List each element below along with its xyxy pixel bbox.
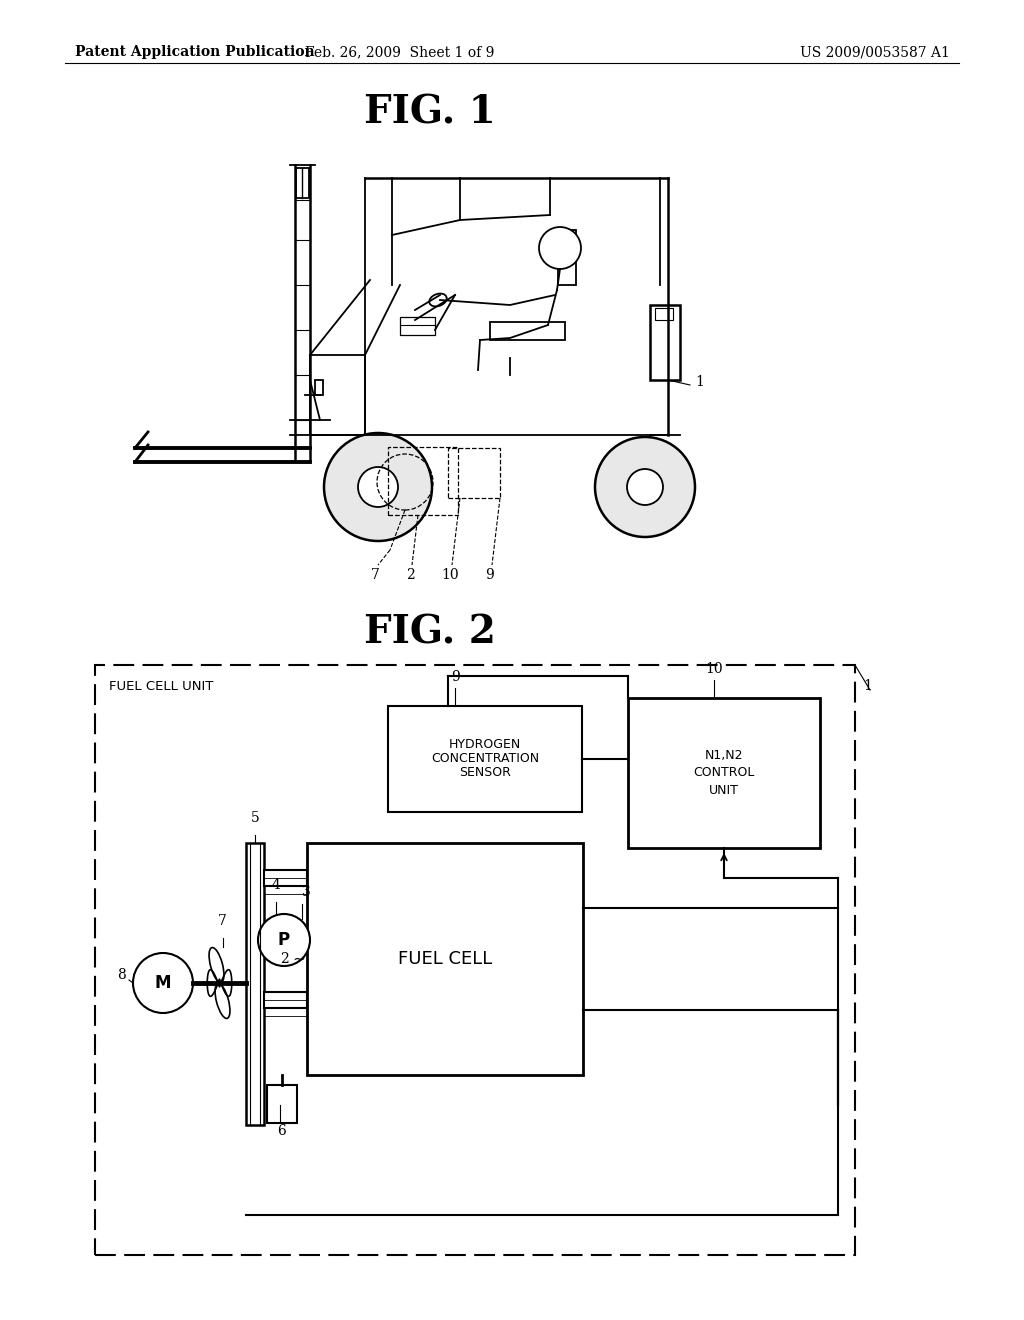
Bar: [95, 665, 855, 1255]
Text: 2: 2: [406, 568, 415, 582]
Bar: [449, 447, 500, 498]
Bar: [558, 230, 575, 285]
Bar: [267, 1085, 297, 1123]
Text: 1: 1: [863, 678, 872, 693]
Text: 3: 3: [302, 884, 310, 899]
Circle shape: [324, 433, 432, 541]
Bar: [246, 843, 264, 1125]
Text: UNIT: UNIT: [709, 784, 739, 797]
Text: Feb. 26, 2009  Sheet 1 of 9: Feb. 26, 2009 Sheet 1 of 9: [305, 45, 495, 59]
Circle shape: [358, 467, 398, 507]
Bar: [655, 308, 673, 319]
Bar: [388, 706, 582, 812]
Circle shape: [627, 469, 663, 506]
Text: 10: 10: [441, 568, 459, 582]
Text: N1,N2: N1,N2: [705, 748, 743, 762]
Bar: [388, 447, 458, 515]
Bar: [400, 317, 435, 335]
Text: CONTROL: CONTROL: [693, 767, 755, 780]
Circle shape: [595, 437, 695, 537]
Bar: [264, 870, 307, 886]
Text: P: P: [278, 931, 290, 949]
Bar: [628, 698, 820, 847]
Text: ~: ~: [293, 952, 305, 966]
Text: Patent Application Publication: Patent Application Publication: [75, 45, 314, 59]
Text: HYDROGEN: HYDROGEN: [449, 738, 521, 751]
Bar: [296, 168, 309, 198]
Circle shape: [258, 913, 310, 966]
Circle shape: [539, 227, 581, 269]
Text: 2: 2: [281, 952, 289, 966]
Bar: [650, 305, 680, 380]
Bar: [307, 843, 583, 1074]
Text: 9: 9: [451, 671, 460, 684]
Text: 4: 4: [271, 878, 281, 892]
Text: CONCENTRATION: CONCENTRATION: [431, 752, 539, 766]
Text: 8: 8: [117, 968, 125, 982]
Bar: [310, 355, 365, 436]
Text: 5: 5: [251, 810, 259, 825]
Text: 6: 6: [278, 1125, 287, 1138]
Text: 9: 9: [485, 568, 495, 582]
Text: FUEL CELL UNIT: FUEL CELL UNIT: [109, 681, 213, 693]
Bar: [490, 322, 565, 341]
Text: US 2009/0053587 A1: US 2009/0053587 A1: [800, 45, 950, 59]
Text: FIG. 1: FIG. 1: [365, 94, 496, 132]
Text: 1: 1: [695, 375, 703, 389]
Bar: [315, 380, 323, 395]
Text: 10: 10: [706, 663, 723, 676]
Text: 7: 7: [371, 568, 380, 582]
Bar: [264, 993, 307, 1008]
Text: 7: 7: [218, 913, 227, 928]
Circle shape: [133, 953, 193, 1012]
Text: FIG. 2: FIG. 2: [365, 614, 496, 652]
Text: SENSOR: SENSOR: [459, 767, 511, 780]
Text: FUEL CELL: FUEL CELL: [398, 950, 493, 968]
Text: M: M: [155, 974, 171, 993]
